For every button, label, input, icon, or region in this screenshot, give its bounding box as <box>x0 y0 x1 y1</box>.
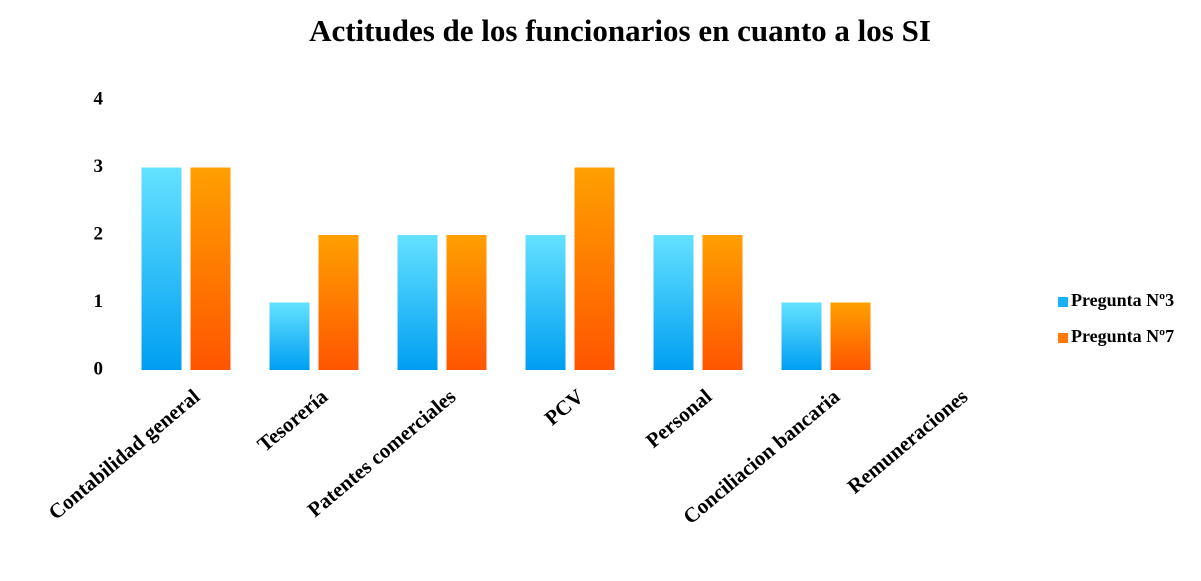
bar <box>574 167 615 370</box>
legend-swatch <box>1058 297 1068 307</box>
bar <box>269 302 310 370</box>
bar <box>525 235 566 370</box>
x-tick-label: Tesorería <box>253 384 333 457</box>
x-tick-label: Contabilidad general <box>44 384 205 524</box>
chart-title: Actitudes de los funcionarios en cuanto … <box>309 13 931 48</box>
bar <box>781 302 822 370</box>
bar <box>702 235 743 370</box>
y-tick-label: 0 <box>94 358 104 379</box>
bar <box>446 235 487 370</box>
x-tick-label: Remuneraciones <box>843 384 973 498</box>
y-tick-label: 1 <box>94 291 104 312</box>
legend-label: Pregunta Nº7 <box>1071 326 1174 346</box>
bar <box>190 167 231 370</box>
bar <box>141 167 182 370</box>
legend-swatch <box>1058 333 1068 343</box>
x-tick-label: Personal <box>641 384 716 453</box>
x-tick-label: PCV <box>540 384 588 430</box>
bar <box>653 235 694 370</box>
bar <box>318 235 359 370</box>
y-tick-label: 3 <box>94 156 104 177</box>
y-tick-label: 4 <box>94 88 104 109</box>
y-tick-label: 2 <box>94 223 104 244</box>
bar <box>397 235 438 370</box>
bar <box>830 302 871 370</box>
legend-label: Pregunta Nº3 <box>1071 290 1174 310</box>
